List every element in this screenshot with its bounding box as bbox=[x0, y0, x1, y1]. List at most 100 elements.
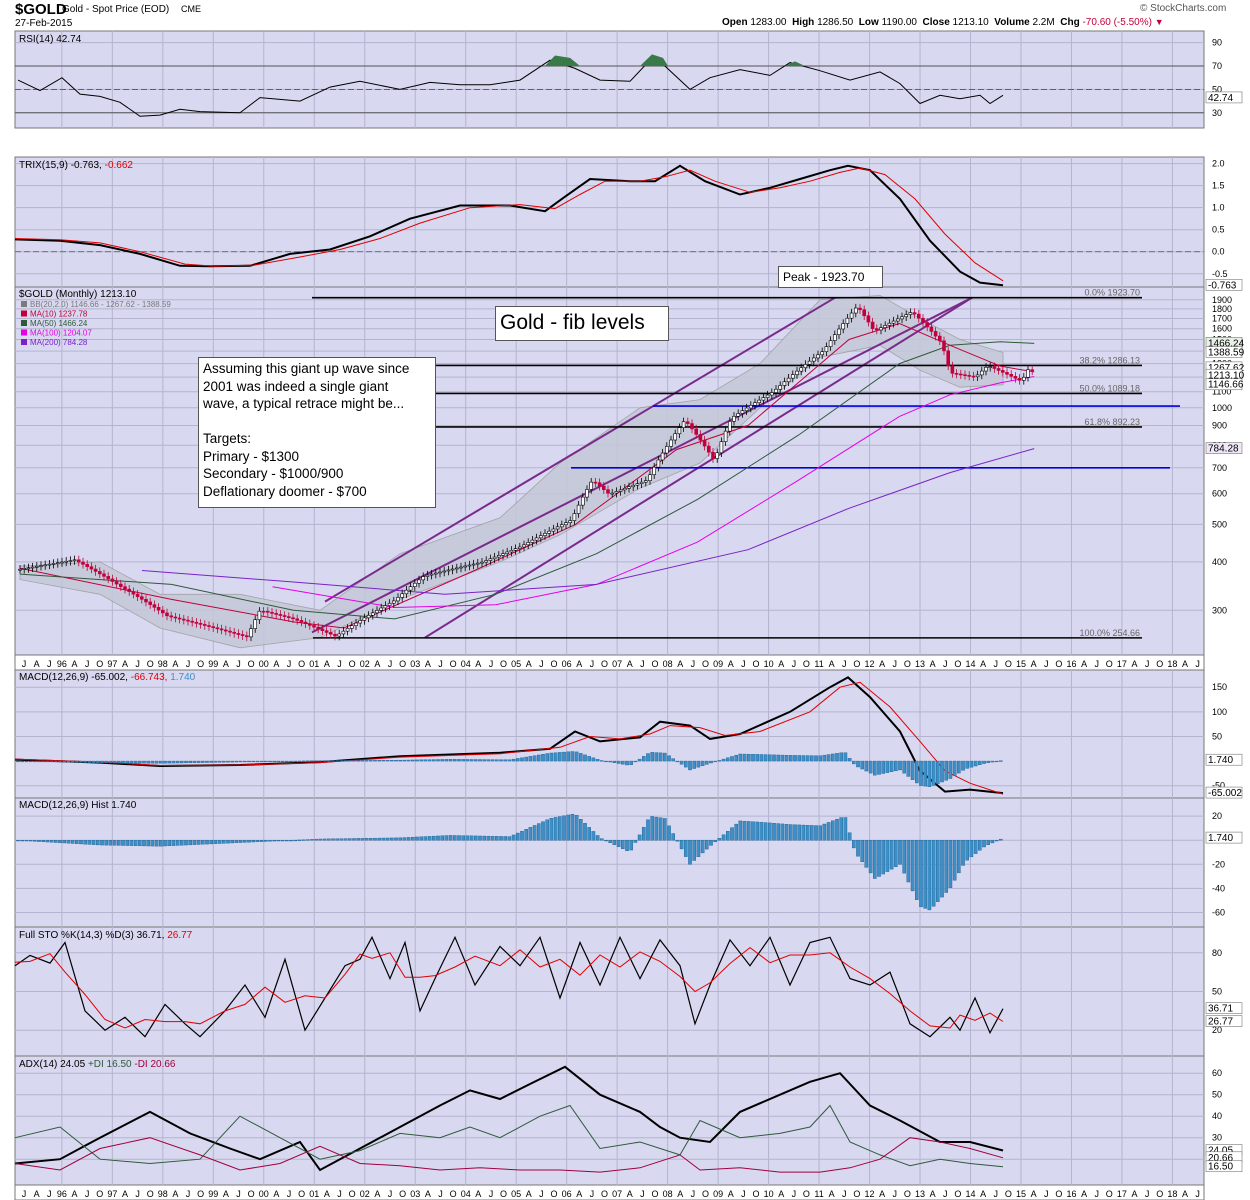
macd-pane-histogram-bar bbox=[411, 759, 415, 762]
price-candle bbox=[765, 394, 770, 398]
volume-label: Volume bbox=[994, 17, 1030, 28]
macd-pane-histogram-bar bbox=[910, 760, 915, 780]
macd-histogram-bar bbox=[793, 824, 797, 841]
macd-pane-histogram-bar bbox=[696, 760, 701, 768]
price-right-label-box bbox=[1205, 346, 1243, 358]
macd-pane-histogram-bar bbox=[881, 760, 885, 774]
macd-pane-background bbox=[14, 669, 1205, 799]
macd-histogram-bar bbox=[616, 839, 621, 847]
time-axis-label: 10 bbox=[764, 659, 774, 669]
time-axis-label: A bbox=[475, 659, 481, 669]
macd-histogram-bar bbox=[705, 839, 709, 850]
macd-histogram-bar bbox=[999, 838, 1003, 841]
macd-pane-histogram-bar bbox=[377, 760, 382, 762]
note-line: Secondary - $1000/900 bbox=[203, 466, 344, 481]
price-candle bbox=[694, 428, 699, 435]
macd-histogram-bar bbox=[297, 839, 302, 841]
price-candle bbox=[618, 489, 623, 492]
macd-histogram-bar bbox=[137, 839, 142, 847]
time-axis-label: J bbox=[85, 1189, 90, 1199]
macd-pane-histogram-bar bbox=[121, 760, 125, 764]
macd-tick-label: -50 bbox=[1212, 781, 1225, 791]
macd-pane-histogram-bar bbox=[163, 760, 167, 764]
time-axis-label: O bbox=[853, 1189, 860, 1199]
down-triangle-icon: ▼ bbox=[1154, 17, 1164, 27]
price-candle bbox=[119, 583, 123, 587]
macd-histogram-bar bbox=[839, 817, 843, 841]
price-candle bbox=[933, 331, 938, 337]
sto-k-line bbox=[14, 935, 1004, 1038]
price-candle bbox=[123, 586, 127, 590]
macd-histogram-bar bbox=[196, 839, 201, 845]
price-candle bbox=[471, 563, 476, 566]
trix-tick-label: 1.5 bbox=[1212, 181, 1225, 191]
time-axis-label: A bbox=[879, 1189, 885, 1199]
macd-histogram-bar bbox=[784, 824, 789, 841]
macd-histogram-bar bbox=[818, 825, 822, 841]
macd-histogram-bar bbox=[562, 815, 566, 841]
price-candle bbox=[198, 623, 203, 625]
time-axis-label: J bbox=[993, 659, 998, 669]
macd-histogram-bar bbox=[74, 839, 79, 844]
price-candle bbox=[908, 312, 913, 315]
price-candle bbox=[291, 617, 295, 620]
macd-histogram-bar bbox=[200, 839, 205, 845]
time-axis-label: A bbox=[223, 659, 229, 669]
time-axis-label: O bbox=[147, 659, 154, 669]
price-candle bbox=[408, 586, 413, 591]
macd-histogram-bar bbox=[364, 838, 369, 841]
price-right-label: 1388.59 bbox=[1208, 348, 1245, 359]
macd-pane-histogram-bar bbox=[726, 757, 730, 762]
macd-pane-histogram-bar bbox=[385, 760, 390, 762]
macd-pane-histogram-bar bbox=[768, 754, 772, 762]
macd-histogram-bar bbox=[763, 822, 768, 841]
price-candle bbox=[110, 578, 115, 582]
price-candle bbox=[396, 597, 400, 602]
price-right-label: 1213.10 bbox=[1208, 370, 1245, 381]
macd-histogram-bar bbox=[507, 836, 512, 841]
macd-histogram-bar bbox=[566, 814, 570, 841]
price-candle bbox=[324, 630, 329, 633]
macd-pane-histogram-bar bbox=[474, 759, 478, 762]
macd-histogram-bar bbox=[146, 839, 151, 847]
macd-histogram-bar bbox=[700, 839, 705, 854]
macd-histogram-bar bbox=[91, 839, 96, 845]
price-candle bbox=[362, 617, 367, 621]
time-axis-label: A bbox=[1182, 659, 1188, 669]
price-candle bbox=[681, 421, 686, 428]
macd-histogram-bar bbox=[486, 835, 491, 841]
macd-signal-value: -66.743, bbox=[131, 672, 170, 683]
time-axis-label: O bbox=[197, 659, 204, 669]
price-candle bbox=[412, 582, 417, 587]
time-axis-label: O bbox=[551, 659, 558, 669]
time-axis-label: J bbox=[539, 1189, 544, 1199]
macd-histogram-bar bbox=[835, 818, 839, 841]
macd-pane-histogram-bar bbox=[507, 759, 512, 762]
macd-histogram-bar bbox=[339, 838, 344, 841]
time-axis-label: O bbox=[147, 1189, 154, 1199]
macd-pane-histogram-bar bbox=[213, 760, 218, 763]
macd-pane-histogram-bar bbox=[205, 760, 209, 763]
time-axis-label: J bbox=[438, 1189, 443, 1199]
price-tick-label: 1700 bbox=[1212, 313, 1232, 323]
volume-value: 2.2M bbox=[1032, 17, 1055, 28]
macd-pane-histogram-bar bbox=[524, 756, 528, 762]
macd-histogram-bar bbox=[356, 838, 361, 841]
price-candle bbox=[224, 629, 228, 632]
macd-histogram-bar bbox=[398, 837, 403, 841]
price-candle bbox=[526, 542, 531, 546]
time-axis-label: 17 bbox=[1117, 1189, 1127, 1199]
price-candle bbox=[874, 328, 879, 331]
price-candle bbox=[652, 466, 657, 476]
time-axis-label: J bbox=[943, 1189, 948, 1199]
price-candle bbox=[245, 635, 249, 638]
hist-tick-label: -60 bbox=[1212, 908, 1225, 918]
macd-pane-histogram-bar bbox=[28, 760, 33, 763]
note-line: Deflationary doomer - $700 bbox=[203, 483, 367, 499]
price-candle bbox=[845, 317, 850, 324]
macd-histogram-bar bbox=[453, 835, 457, 841]
macd-pane-histogram-bar bbox=[33, 760, 37, 763]
rsi-tick-label: 50 bbox=[1212, 84, 1222, 94]
price-candle bbox=[219, 628, 224, 631]
macd-histogram-bar bbox=[158, 839, 163, 847]
